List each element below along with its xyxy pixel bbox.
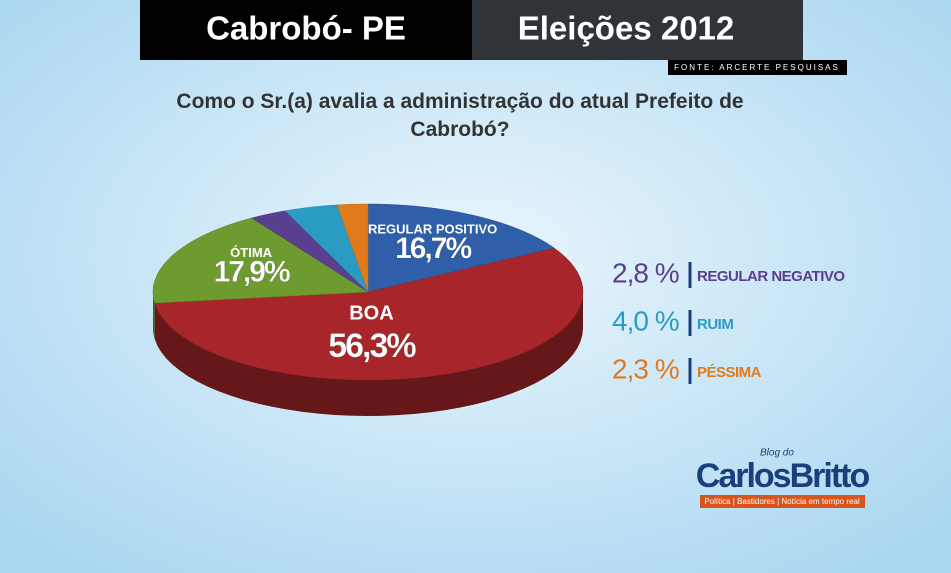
slice-side <box>153 292 155 340</box>
header-box <box>140 0 472 60</box>
legend-value: 2,8 % <box>612 257 679 288</box>
slice-value: 17,9% <box>214 256 290 289</box>
slice-value: 56,3% <box>328 327 416 365</box>
header-event: Eleições 2012 <box>518 10 735 47</box>
slice <box>284 204 369 293</box>
slice <box>152 217 369 304</box>
legend-name: PÉSSIMA <box>697 364 762 381</box>
slice <box>367 203 556 293</box>
slice <box>336 203 369 293</box>
slice-side <box>154 292 583 416</box>
source: FONTE: ARCERTE PESQUISAS <box>674 63 840 72</box>
legend-name: RUIM <box>697 316 733 333</box>
legend-value: 2,3 % <box>612 353 679 384</box>
logo-tagline: Política | Bastidores | Notícia em tempo… <box>704 497 860 506</box>
logo-bar <box>700 495 865 508</box>
legend-name: REGULAR NEGATIVO <box>697 268 845 285</box>
source-box <box>668 60 847 75</box>
logo-prefix: Blog do <box>760 448 794 459</box>
slice-value: 16,7% <box>395 232 471 265</box>
header-box <box>472 0 803 60</box>
chart-title: Como o Sr.(a) avalia a administração do … <box>176 90 744 141</box>
slice-name: ÓTIMA <box>230 245 272 260</box>
slice-name: REGULAR POSITIVO <box>368 222 497 237</box>
slice-name: BOA <box>349 302 393 324</box>
slice <box>154 247 584 381</box>
legend: 2,8 % REGULAR NEGATIVO 4,0 % RUIM 2,3 % PÉSSI… <box>612 257 846 384</box>
slice <box>251 210 369 293</box>
logo-name: CarlosBritto <box>696 457 870 495</box>
header-place: Cabrobó- PE <box>206 10 406 47</box>
title-box: Como o Sr.(a) avalia a administração do … <box>176 90 744 141</box>
legend-value: 4,0 % <box>612 305 679 336</box>
